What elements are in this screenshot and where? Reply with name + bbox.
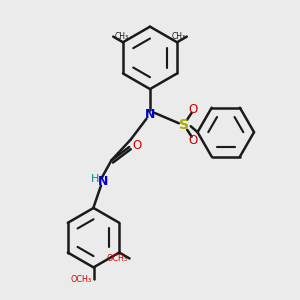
Text: O: O: [133, 139, 142, 152]
Text: N: N: [145, 108, 155, 121]
Text: CH₃: CH₃: [115, 32, 129, 41]
Text: O: O: [188, 103, 198, 116]
Text: S: S: [179, 118, 189, 132]
Text: H: H: [91, 174, 99, 184]
Text: OCH₃: OCH₃: [107, 254, 128, 263]
Text: O: O: [188, 134, 198, 147]
Text: OCH₃: OCH₃: [71, 275, 92, 284]
Text: CH₃: CH₃: [171, 32, 185, 41]
Text: N: N: [98, 175, 108, 188]
